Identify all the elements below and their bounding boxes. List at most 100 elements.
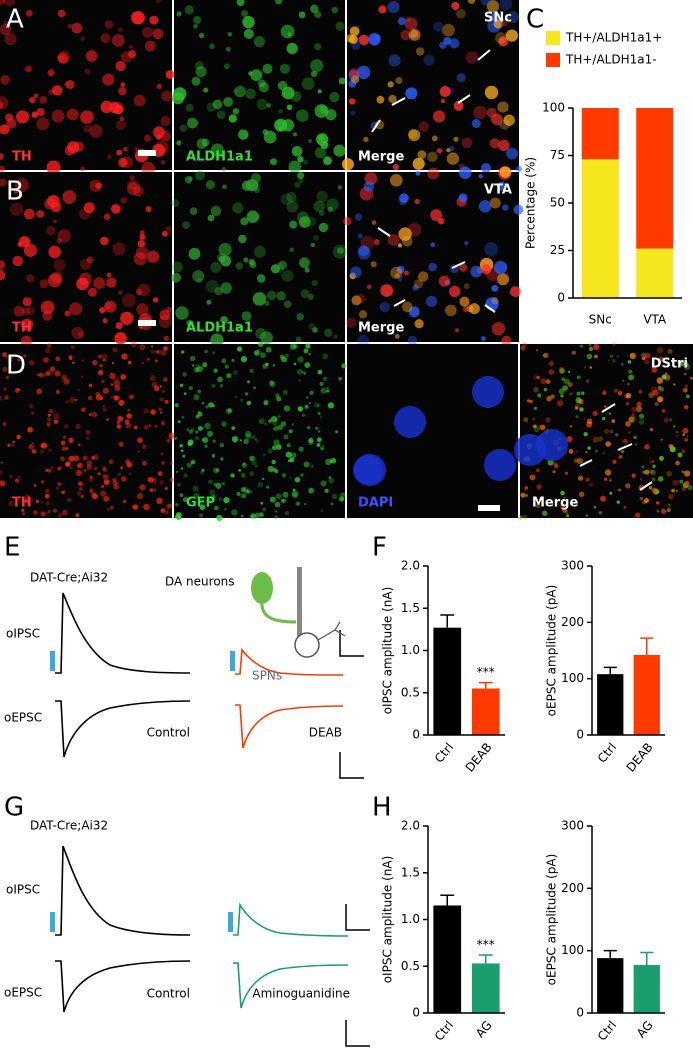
cell: [556, 499, 561, 503]
y-tick-label: 1.0: [401, 912, 420, 926]
cell: [263, 400, 269, 406]
cell: [337, 185, 342, 190]
cell: [559, 503, 565, 509]
cell: [301, 77, 315, 90]
cell: [397, 276, 403, 282]
cell: [357, 233, 363, 239]
cell: [503, 114, 515, 126]
cell: [491, 296, 499, 305]
cell: [224, 364, 229, 369]
cell: [223, 63, 230, 70]
cell: [21, 318, 34, 331]
cell: [651, 460, 655, 463]
cell: [506, 11, 519, 24]
cell: [186, 462, 192, 468]
cell: [0, 165, 5, 172]
cell: [363, 136, 369, 143]
cell: [320, 509, 324, 512]
cell: [203, 87, 209, 93]
cell: [320, 387, 327, 394]
cell: [46, 160, 61, 175]
cell: [679, 360, 685, 367]
cell: [62, 190, 77, 204]
cell: [133, 94, 146, 107]
cell: [118, 399, 125, 406]
cell: [80, 110, 94, 124]
cell: [498, 36, 509, 47]
cell: [98, 354, 102, 359]
bar: [471, 688, 500, 735]
cell: [161, 350, 167, 356]
cell: [625, 393, 631, 399]
cell: [543, 352, 549, 358]
cell: [371, 220, 377, 225]
cell: [402, 301, 413, 313]
cell: [205, 405, 209, 409]
cell: [297, 172, 305, 180]
cell: [266, 485, 270, 489]
cell: [631, 473, 636, 478]
image-label: TH: [12, 321, 32, 336]
cell: [283, 434, 289, 440]
cell: [446, 148, 451, 153]
cell: [45, 371, 51, 377]
cell: [25, 498, 28, 501]
cell: [553, 462, 558, 467]
panel-letter: A: [6, 5, 24, 35]
cell: [354, 213, 363, 221]
cell: [84, 68, 91, 75]
cell: [201, 401, 205, 405]
cell: [177, 482, 182, 487]
cell: [136, 288, 143, 296]
cell: [308, 294, 314, 300]
cell: [236, 491, 241, 496]
cell: [594, 449, 598, 453]
cell: [324, 328, 333, 337]
row-label: oIPSC: [6, 883, 40, 897]
cell: [522, 514, 528, 520]
cell: [163, 377, 168, 382]
cell: [135, 246, 149, 259]
cell: [130, 341, 137, 348]
cell: [285, 353, 289, 357]
cell: [131, 11, 145, 25]
cell: [676, 431, 679, 434]
cell: [521, 342, 528, 348]
cell: [677, 360, 680, 364]
cell: [93, 466, 98, 471]
cell: [681, 470, 685, 474]
cell: [61, 374, 67, 381]
panel-letter: G: [4, 793, 24, 823]
cell: [201, 138, 210, 147]
cell: [661, 374, 667, 380]
cell: [243, 28, 254, 39]
y-tick-label: 2.0: [401, 559, 420, 573]
cell: [286, 104, 293, 111]
cell: [656, 510, 660, 513]
cell: [202, 437, 209, 444]
cell: [628, 416, 635, 423]
cell: [276, 291, 286, 301]
cell: [566, 514, 570, 518]
cell: [376, 95, 385, 104]
cell: [189, 207, 198, 215]
cell: [683, 361, 689, 367]
cell: [417, 150, 427, 159]
cell: [280, 193, 293, 205]
cell: [289, 476, 292, 479]
x-tick-label: Ctrl: [595, 1018, 619, 1043]
cell: [93, 277, 106, 290]
x-tick-label: Ctrl: [432, 740, 456, 765]
cell: [684, 438, 688, 442]
cell: [568, 449, 574, 454]
cell: [505, 29, 518, 42]
cell: [323, 156, 332, 165]
cell: [559, 366, 564, 372]
cell: [672, 479, 679, 486]
cell: [102, 407, 107, 412]
cell: [675, 489, 679, 492]
cell: [39, 279, 49, 289]
cell: [74, 398, 78, 402]
cell: [638, 389, 643, 394]
cell: [690, 376, 693, 380]
